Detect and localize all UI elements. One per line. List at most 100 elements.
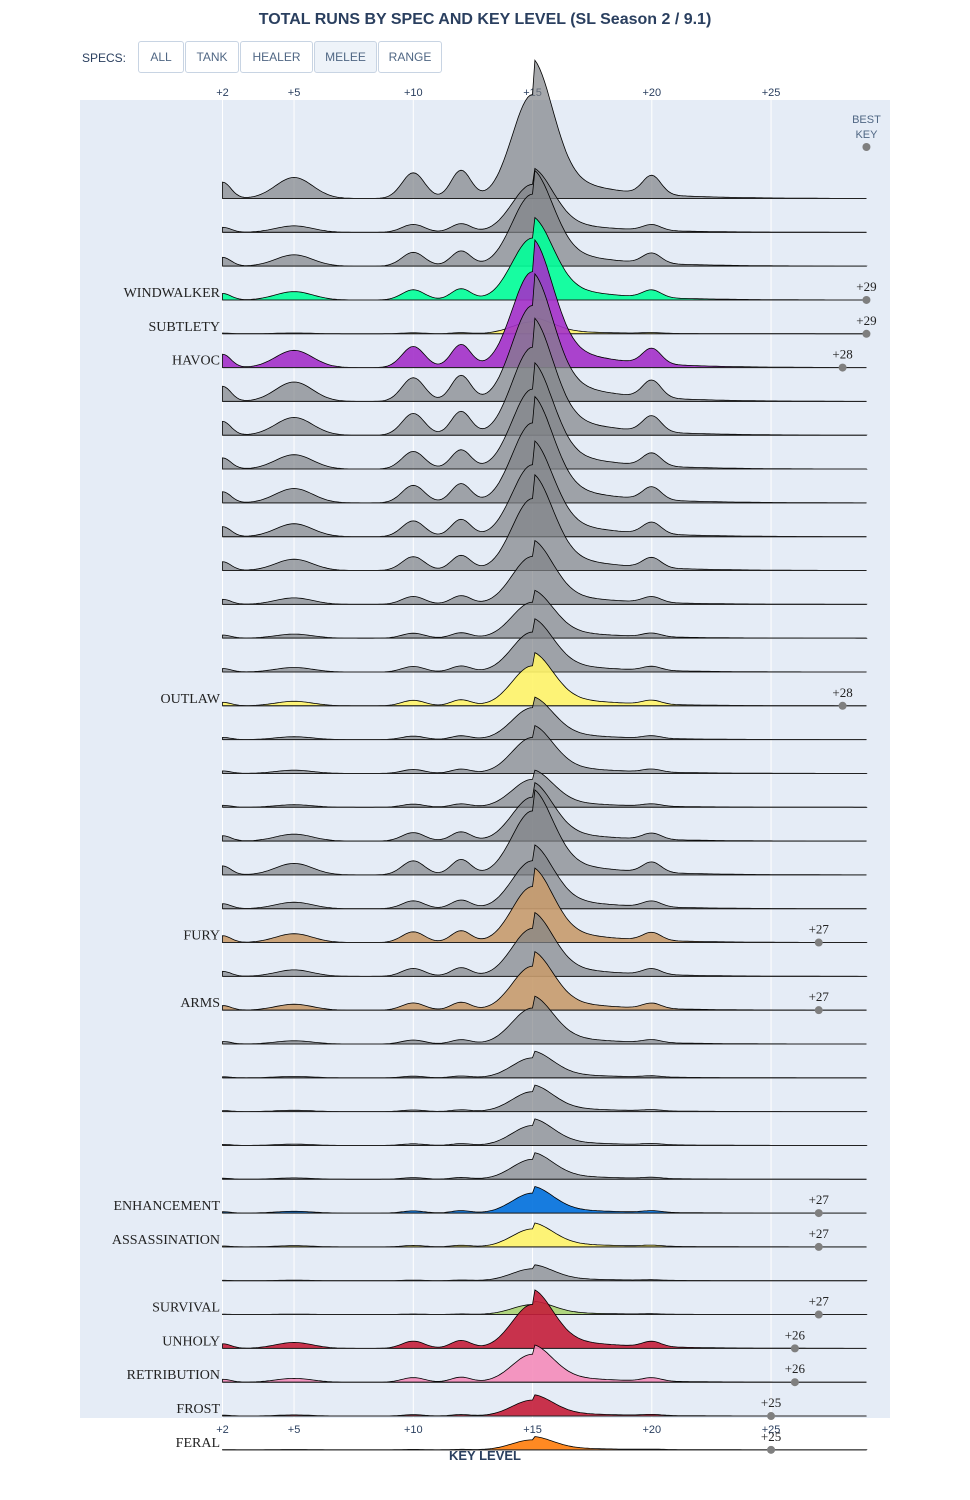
x-tick-label-bottom: +5 [288,1424,301,1436]
best-key-header: KEY [855,129,878,141]
best-key-header-marker [862,143,871,151]
density-ridge [222,169,868,267]
x-tick-label-bottom: +20 [642,1424,661,1436]
best-key-marker [862,295,871,304]
filter-button-melee[interactable]: MELEE [314,41,377,73]
density-ridge [222,1050,867,1079]
density-ridge [222,539,868,605]
density-ridge [222,317,868,436]
x-axis-title: KEY LEVEL [448,1448,521,1463]
density-ridge [222,696,867,741]
density-ridge [222,473,867,571]
filter-button-tank[interactable]: TANK [185,41,239,73]
best-key-label: +27 [809,1294,830,1309]
best-key-marker [767,1412,776,1421]
density-ridge [222,789,867,876]
best-key-label: +25 [761,1429,781,1444]
density-ridge [222,911,868,977]
best-key-header: BEST [852,114,881,126]
best-key-label: +27 [809,1226,830,1241]
density-ridge [222,725,868,774]
density-ridge [222,167,867,233]
x-tick-label-top: +25 [762,87,781,99]
density-ridge [222,272,867,402]
spec-label: FURY [183,929,220,944]
spec-label: ARMS [180,996,220,1011]
best-key-marker [814,938,823,947]
density-ridge [222,1186,867,1214]
spec-label: WINDWALKER [124,286,221,301]
density-ridge [222,1084,868,1113]
density-ridge [222,1344,867,1383]
x-tick-label-top: +20 [642,87,661,99]
spec-label: ASSASSINATION [112,1233,220,1248]
density-ridge [222,1152,867,1180]
filter-button-range[interactable]: RANGE [378,41,442,73]
spec-label: HAVOC [172,354,220,369]
x-tick-label-bottom: +15 [523,1424,542,1436]
density-ridge [222,59,867,199]
density-ridge [222,589,868,639]
density-ridge [222,238,867,368]
plot-background [80,100,890,1418]
best-key-marker [790,1344,799,1353]
density-ridge [222,1118,868,1146]
density-ridge [222,781,867,842]
x-tick-label-bottom: +2 [216,1424,229,1436]
filter-button-all[interactable]: ALL [138,41,184,73]
specs-filter-label: SPECS: [82,51,127,65]
spec-label: SUBTLETY [148,320,220,335]
best-key-label: +29 [856,313,876,328]
best-key-label: +28 [832,685,852,700]
best-key-label: +27 [809,922,830,937]
density-ridge [222,951,867,1011]
density-ridge [222,995,867,1045]
density-ridge [222,317,867,335]
density-ridge [222,618,867,673]
x-tick-label-bottom: +10 [404,1424,423,1436]
best-key-marker [790,1378,799,1387]
density-ridge [222,361,868,470]
best-key-label: +29 [856,279,876,294]
best-key-marker [814,1209,823,1218]
best-key-marker [814,1242,823,1251]
density-ridge [222,440,867,538]
best-key-label: +25 [761,1395,781,1410]
density-ridge [222,867,868,943]
best-key-marker [814,1006,823,1015]
density-ridge [222,1300,868,1315]
best-key-marker [838,701,847,710]
x-tick-label-top: +5 [288,87,301,99]
best-key-label: +26 [785,1361,806,1376]
best-key-label: +27 [809,989,830,1004]
density-ridge [222,216,868,301]
density-ridge [222,769,868,808]
specs-filter-buttons: ALL TANK HEALER MELEE RANGE [138,41,443,73]
density-ridge [222,1394,867,1417]
spec-label: RETRIBUTION [127,1368,220,1383]
density-ridge [222,1289,867,1349]
x-tick-label-top: +15 [523,87,542,99]
best-key-marker [814,1310,823,1319]
best-key-marker [862,329,871,338]
best-key-marker [838,363,847,372]
density-ridge [222,1222,867,1248]
spec-label: OUTLAW [160,692,220,707]
best-key-label: +28 [832,347,852,362]
density-ridge [222,651,867,707]
density-ridge [222,395,867,504]
x-tick-label-bottom: +25 [762,1424,781,1436]
spec-label: FROST [176,1402,220,1417]
best-key-label: +27 [809,1192,830,1207]
spec-label: ENHANCEMENT [113,1199,220,1214]
chart-title: TOTAL RUNS BY SPEC AND KEY LEVEL (SL Sea… [258,11,712,28]
x-tick-label-top: +2 [216,87,229,99]
density-ridge [222,844,867,910]
best-key-label: +26 [785,1327,806,1342]
filter-button-healer[interactable]: HEALER [240,41,313,73]
density-ridge [222,1264,868,1282]
x-tick-label-top: +10 [404,87,423,99]
spec-label: UNHOLY [162,1334,220,1349]
spec-label: SURVIVAL [152,1301,220,1316]
